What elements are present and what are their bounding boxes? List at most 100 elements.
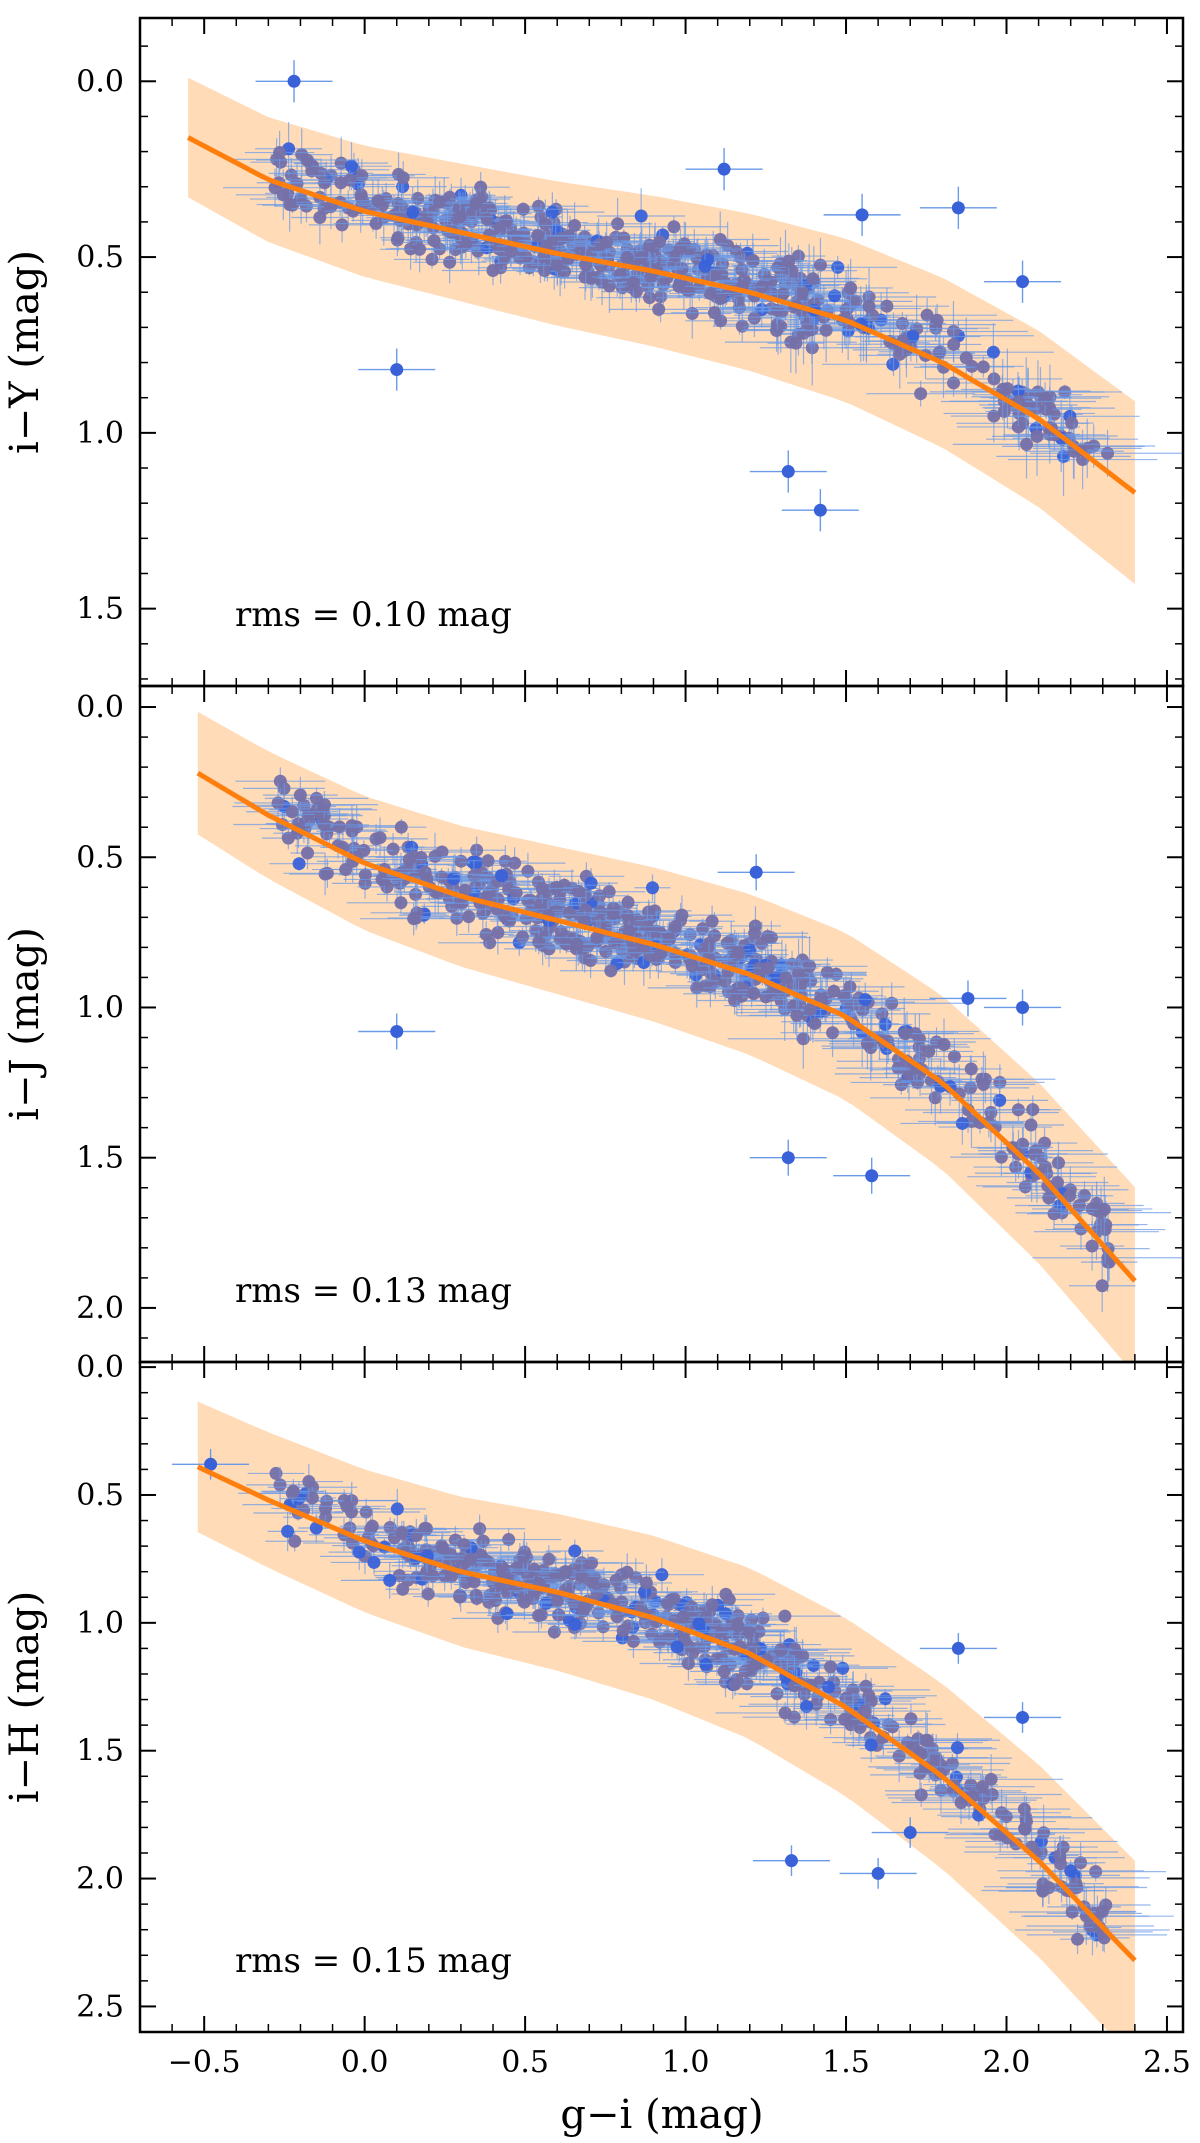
outlier-point	[871, 1817, 949, 1848]
data-point	[657, 1591, 691, 1606]
y-axis-label: i−J (mag)	[2, 927, 48, 1121]
plot-area	[172, 1401, 1174, 2032]
data-point	[845, 320, 981, 353]
data-point	[1068, 1898, 1137, 1925]
data-point	[609, 301, 708, 318]
outlier-point	[823, 193, 901, 236]
outlier-point	[919, 1633, 997, 1664]
data-point	[379, 223, 417, 252]
data-point	[689, 905, 735, 937]
data-point	[469, 853, 508, 868]
data-point	[511, 873, 574, 904]
outlier-point	[255, 60, 333, 103]
data-point	[328, 1534, 390, 1571]
data-point	[852, 267, 886, 346]
data-point	[939, 317, 994, 399]
data-point	[1025, 1188, 1114, 1204]
x-tick-label: 0.0	[341, 2045, 389, 2080]
data-point	[340, 1561, 439, 1599]
data-point	[1006, 1154, 1109, 1211]
data-point	[998, 1875, 1087, 1908]
data-point	[497, 1583, 552, 1621]
data-point	[769, 977, 852, 1042]
panel-2: 0.0 0.5 1.0 1.5 2.0 i−J (mag) rms = 0.13 mag	[2, 684, 1185, 1364]
data-point	[671, 299, 758, 326]
data-point	[748, 990, 845, 1041]
y-axis-label: i−Y (mag)	[2, 250, 48, 454]
x-axis-label: g−i (mag)	[560, 2092, 763, 2138]
data-point	[1055, 1842, 1106, 1884]
data-point	[696, 1585, 729, 1624]
data-point	[532, 202, 617, 249]
outlier-point	[717, 854, 795, 891]
data-point	[307, 1499, 386, 1513]
y-tick-label: 0.0	[76, 1350, 124, 1385]
data-point	[861, 303, 1014, 337]
data-point	[845, 1727, 898, 1763]
x-tick-label: 1.5	[822, 2045, 870, 2080]
data-point	[683, 1673, 787, 1696]
data-point	[269, 856, 329, 871]
data-point	[555, 928, 598, 961]
data-point	[499, 891, 582, 919]
outlier-point	[984, 1702, 1062, 1733]
data-point	[973, 1148, 1118, 1187]
data-point	[352, 817, 409, 859]
data-point	[393, 250, 471, 269]
y-tick-label: 0.5	[76, 1478, 124, 1513]
data-point	[262, 776, 338, 814]
data-point	[923, 1038, 986, 1075]
data-point	[751, 266, 852, 321]
data-point	[836, 1013, 974, 1054]
panel-1: 0.0 0.5 1.0 1.5 i−Y (mag) rms = 0.10 mag	[2, 16, 1185, 688]
x-tick-label: −0.5	[168, 2045, 241, 2080]
x-tick-label: 1.0	[662, 2045, 710, 2080]
data-point	[932, 323, 1054, 382]
data-point	[799, 1696, 931, 1726]
data-point	[247, 1466, 305, 1480]
outlier-point	[839, 1858, 917, 1889]
data-point	[244, 130, 315, 175]
outlier-point	[833, 1157, 911, 1194]
data-point	[850, 1074, 985, 1091]
data-point	[265, 1530, 325, 1552]
data-point	[900, 1102, 1025, 1145]
data-point	[1068, 1259, 1136, 1313]
data-point	[601, 894, 655, 911]
outlier-point	[752, 1845, 830, 1877]
y-tick-label: 1.5	[76, 1734, 124, 1769]
data-point	[375, 850, 467, 864]
data-point	[478, 202, 568, 217]
data-point	[547, 1609, 602, 1640]
y-tick-label: 2.0	[76, 1862, 124, 1897]
data-point	[931, 1051, 1036, 1118]
data-point	[803, 1695, 886, 1743]
data-point	[554, 879, 603, 904]
data-point	[577, 1616, 669, 1645]
fit-line	[186, 135, 1137, 495]
data-point	[721, 933, 756, 973]
y-tick-label: 1.0	[76, 1606, 124, 1641]
data-point	[456, 1528, 562, 1551]
data-point	[471, 866, 532, 885]
data-point	[634, 874, 671, 902]
x-tick-label: 2.5	[1143, 2045, 1191, 2080]
data-point	[571, 221, 642, 263]
data-point	[564, 868, 618, 899]
data-point	[368, 1488, 427, 1529]
y-tick-label: 1.5	[76, 1141, 124, 1176]
data-point	[404, 1514, 446, 1543]
data-point	[444, 188, 508, 219]
data-point	[978, 1795, 1071, 1823]
x-tick-label: 0.5	[501, 2045, 549, 2080]
data-point	[866, 380, 975, 407]
data-point	[674, 944, 710, 988]
data-point	[764, 1654, 897, 1679]
outlier-point	[929, 980, 1007, 1017]
data-point	[1049, 405, 1094, 441]
data-point	[594, 1573, 639, 1587]
data-point	[620, 1564, 673, 1602]
outlier-point	[984, 989, 1062, 1026]
y-tick-label: 0.5	[76, 240, 124, 275]
